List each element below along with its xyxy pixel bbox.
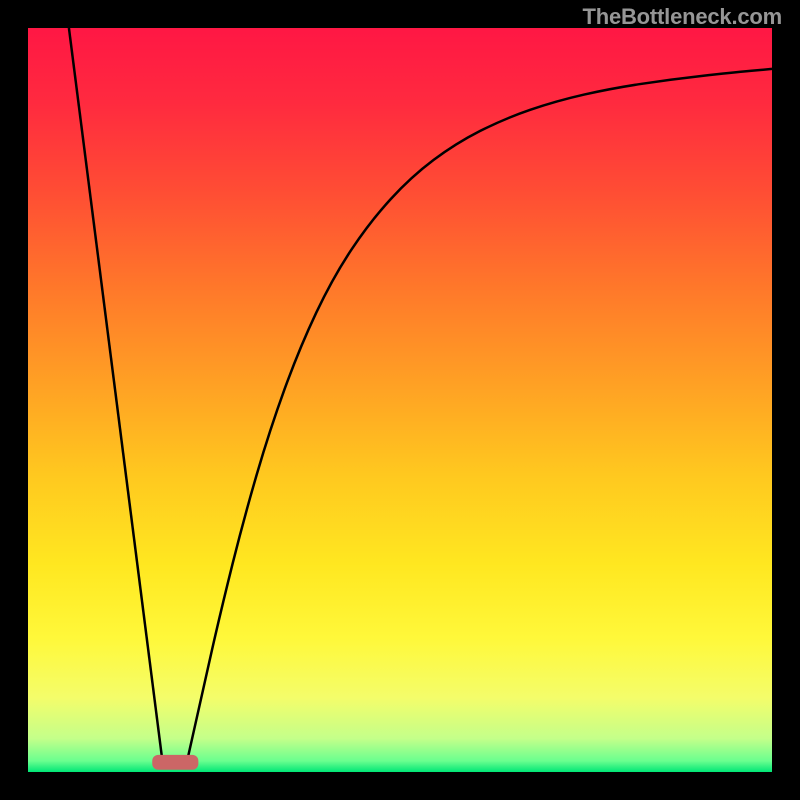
plot-area <box>28 28 772 772</box>
curve-overlay <box>28 28 772 772</box>
right-rising-curve <box>188 69 772 757</box>
bottleneck-marker <box>152 755 198 770</box>
watermark-text: TheBottleneck.com <box>582 4 782 30</box>
left-descending-line <box>69 28 162 757</box>
